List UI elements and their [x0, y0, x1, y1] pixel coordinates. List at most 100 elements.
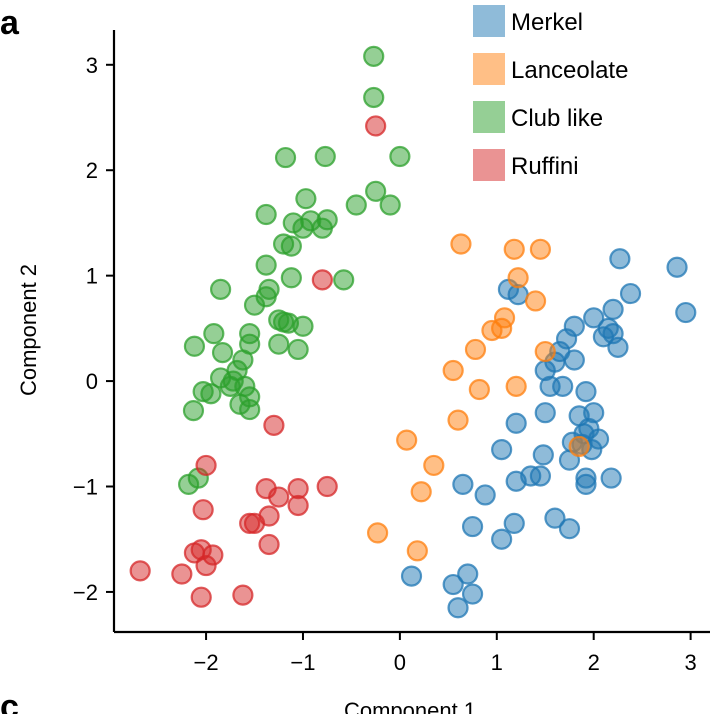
point-lanceolate: [406, 540, 428, 562]
legend-swatch: [473, 101, 505, 133]
point-lanceolate: [568, 435, 590, 458]
point-merkel: [529, 465, 552, 487]
point-club-like: [182, 399, 205, 422]
legend-label: Ruffini: [511, 153, 579, 180]
point-merkel: [491, 439, 513, 461]
point-club-like: [287, 338, 309, 361]
point-lanceolate: [464, 338, 487, 361]
point-merkel: [452, 473, 474, 495]
point-ruffini: [192, 499, 214, 521]
point-merkel: [563, 349, 585, 371]
point-merkel: [534, 402, 556, 424]
point-ruffini: [171, 563, 193, 585]
legend-item-ruffini: Ruffini: [473, 149, 579, 181]
point-merkel: [442, 573, 464, 596]
point-lanceolate: [468, 378, 490, 401]
point-merkel: [575, 381, 597, 403]
point-lanceolate: [410, 481, 432, 503]
point-club-like: [183, 335, 206, 357]
point-club-like: [295, 188, 317, 210]
point-club-like: [203, 323, 225, 345]
point-ruffini: [263, 414, 285, 436]
y-tick-label: 1: [86, 264, 98, 289]
point-lanceolate: [442, 359, 464, 382]
point-lanceolate: [529, 238, 552, 260]
point-lanceolate: [507, 267, 529, 289]
point-merkel: [592, 326, 614, 348]
x-axis-label: Component 1: [344, 698, 476, 714]
point-club-like: [316, 209, 338, 231]
point-club-like: [314, 145, 336, 168]
x-tick-label: 2: [588, 650, 600, 675]
point-ruffini: [243, 512, 266, 535]
x-tick-label: 1: [491, 650, 503, 675]
point-club-like: [211, 342, 234, 364]
point-ruffini: [232, 584, 254, 606]
legend-item-lanceolate: Lanceolate: [473, 53, 628, 85]
legend-label: Lanceolate: [511, 57, 628, 84]
y-tick-label: 2: [86, 158, 98, 183]
point-merkel: [505, 470, 527, 492]
point-lanceolate: [366, 522, 389, 544]
point-club-like: [333, 269, 355, 291]
x-ticks: −2 −1 0 1 2 3: [194, 632, 697, 675]
point-club-like: [274, 146, 297, 169]
point-lanceolate: [481, 319, 503, 342]
point-merkel: [461, 583, 484, 605]
next-panel-label: c: [0, 688, 19, 714]
point-merkel: [575, 473, 597, 495]
legend-item-club-like: Club like: [473, 101, 603, 133]
point-club-like: [280, 235, 302, 257]
point-club-like: [363, 86, 385, 109]
point-club-like: [379, 194, 401, 216]
point-merkel: [609, 248, 631, 270]
point-club-like: [389, 145, 411, 168]
y-tick-label: 0: [86, 369, 98, 394]
point-club-like: [255, 254, 277, 276]
series-lanceolate: [366, 233, 590, 562]
point-merkel: [602, 298, 624, 320]
y-tick-label: 3: [86, 53, 98, 78]
point-merkel: [552, 375, 574, 397]
point-merkel: [619, 282, 642, 305]
legend-item-merkel: Merkel: [473, 5, 583, 37]
point-lanceolate: [503, 238, 525, 260]
point-lanceolate: [447, 409, 469, 431]
point-ruffini: [195, 554, 217, 577]
point-ruffini: [268, 486, 290, 508]
point-merkel: [505, 412, 527, 434]
point-club-like: [292, 315, 314, 337]
point-lanceolate: [505, 375, 527, 397]
point-merkel: [666, 256, 688, 278]
point-merkel: [544, 507, 566, 529]
point-merkel: [503, 512, 525, 535]
point-merkel: [558, 518, 581, 540]
point-club-like: [200, 383, 222, 405]
point-club-like: [345, 194, 367, 216]
legend-label: Club like: [511, 105, 603, 132]
point-club-like: [280, 267, 302, 289]
point-merkel: [583, 307, 605, 329]
point-lanceolate: [396, 429, 418, 451]
point-ruffini: [311, 269, 333, 291]
point-merkel: [457, 563, 479, 585]
x-tick-label: −2: [194, 650, 219, 675]
legend-swatch: [473, 5, 505, 37]
point-merkel: [532, 444, 554, 466]
point-merkel: [400, 565, 423, 587]
point-club-like: [243, 294, 266, 316]
point-club-like: [210, 278, 232, 300]
point-merkel: [600, 467, 622, 489]
point-merkel: [474, 484, 496, 506]
point-lanceolate: [423, 454, 445, 477]
point-club-like: [363, 45, 385, 67]
point-merkel: [461, 515, 484, 538]
point-ruffini: [316, 475, 338, 498]
y-axis-label: Component 2: [16, 264, 41, 396]
point-merkel: [675, 301, 697, 324]
point-merkel: [607, 336, 629, 358]
x-tick-label: 3: [684, 650, 696, 675]
point-club-like: [239, 398, 261, 421]
y-tick-label: −2: [73, 580, 98, 605]
